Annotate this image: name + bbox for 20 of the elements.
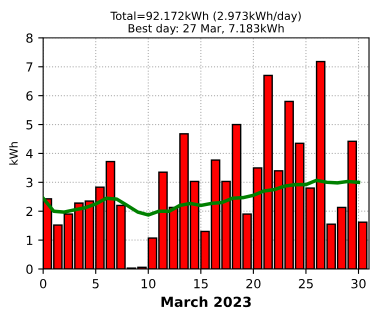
y-tick-label: 3 (26, 178, 32, 188)
chart-subtitle: Best day: 27 Mar, 7.183kWh (128, 24, 284, 35)
chart-title: Total=92.172kWh (2.973kWh/day) (110, 11, 301, 22)
x-tick-label: 10 (142, 278, 156, 288)
x-tick-label: 30 (352, 278, 366, 288)
x-tick-label: 20 (246, 278, 261, 288)
y-tick-label: 6 (26, 91, 33, 101)
y-axis-title: kWh (9, 142, 18, 165)
y-tick-label: 0 (26, 264, 33, 274)
y-tick-label: 1 (26, 236, 32, 245)
y-tick-label: 7 (26, 62, 32, 72)
x-tick-label: 0 (40, 278, 46, 288)
y-tick-label: 4 (26, 149, 33, 158)
y-tick-label: 8 (26, 33, 33, 43)
x-axis-title: March 2023 (162, 296, 251, 308)
x-tick-label: 5 (92, 279, 99, 288)
x-tick-label: 25 (298, 278, 313, 288)
y-tick-label: 2 (26, 206, 32, 216)
y-tick-label: 5 (26, 120, 32, 130)
x-tick-label: 15 (194, 279, 208, 288)
